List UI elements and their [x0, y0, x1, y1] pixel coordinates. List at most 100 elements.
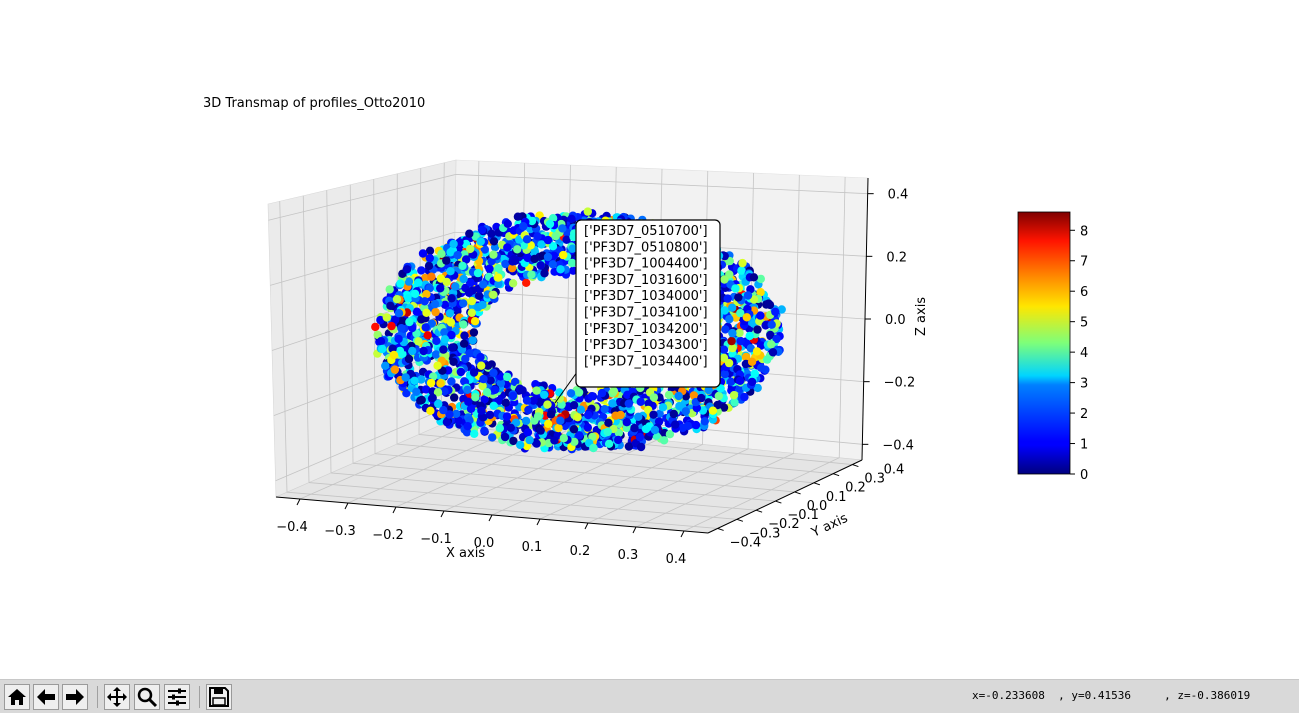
scatter-point: [426, 378, 436, 388]
scatter-point: [719, 403, 729, 412]
scatter-point: [404, 294, 413, 303]
scatter-point: [381, 361, 390, 370]
scatter-point: [756, 288, 765, 297]
scatter-point: [417, 375, 426, 384]
scatter-point: [761, 321, 770, 330]
scatter-point: [506, 423, 515, 432]
scatter-point: [398, 317, 407, 326]
scatter-point: [634, 412, 643, 421]
y-tick-mark: [755, 509, 763, 513]
scatter-point: [669, 409, 678, 419]
scatter-point: [479, 280, 488, 289]
scatter-point: [525, 435, 534, 445]
x-tick-label: −0.2: [372, 528, 404, 543]
scatter-point: [448, 343, 457, 352]
scatter-point: [658, 403, 668, 412]
scatter-point: [728, 343, 737, 353]
scatter-point: [576, 405, 586, 414]
scatter-point: [419, 346, 428, 356]
scatter-point: [417, 266, 426, 275]
scatter-point: [489, 237, 499, 246]
scatter-point: [509, 436, 518, 446]
colorbar-tick-label: 7: [1080, 255, 1088, 270]
scatter-point: [412, 387, 421, 396]
home-button[interactable]: [4, 684, 30, 710]
scatter-point: [555, 394, 564, 403]
scatter-point: [728, 303, 737, 312]
scatter-point: [665, 430, 675, 439]
scatter-point: [446, 248, 455, 257]
scatter-point: [522, 396, 532, 405]
toolbar-separator: [199, 686, 200, 708]
scatter-point: [385, 285, 394, 294]
scatter-point: [531, 380, 540, 389]
scatter-point: [389, 350, 399, 360]
scatter-point: [583, 207, 592, 216]
navigation-toolbar: x=-0.233608 , y=0.41536 , z=-0.386019: [0, 679, 1299, 713]
scatter-point: [503, 219, 512, 228]
scatter-point: [742, 313, 751, 322]
x-tick-label: 0.3: [618, 548, 639, 563]
grid-line-x: [491, 439, 658, 516]
colorbar-tick-label: 8: [1080, 224, 1088, 239]
scatter-point: [767, 340, 776, 349]
back-button[interactable]: [33, 684, 59, 710]
figure-canvas[interactable]: 3D Transmap of profiles_Otto2010 −0.4 −0.…: [0, 0, 1299, 679]
scatter-point: [509, 226, 518, 235]
scatter-point: [382, 313, 391, 322]
scatter-point: [720, 369, 729, 379]
scatter-point: [756, 341, 766, 350]
scatter-point: [503, 372, 512, 382]
scatter-point: [456, 367, 466, 377]
colorbar-tick-label: 3: [1080, 377, 1088, 392]
scatter-point: [616, 410, 625, 420]
scatter-point: [597, 388, 607, 398]
scatter-point: [589, 443, 598, 453]
scatter-point: [467, 308, 476, 317]
scatter-point: [556, 416, 565, 425]
scatter-point: [494, 264, 503, 273]
coord-y: , y=0.41536: [1058, 689, 1131, 702]
scatter-point: [478, 381, 487, 391]
scatter-point: [496, 379, 506, 388]
scatter-point: [424, 261, 434, 271]
save-button[interactable]: [206, 684, 232, 710]
scatter-point: [708, 406, 718, 415]
scatter-point: [734, 293, 743, 302]
scatter-point: [447, 330, 456, 340]
grid-line-x: [587, 448, 749, 524]
scatter-point: [756, 311, 765, 320]
x-tick-mark: [536, 518, 541, 526]
scatter-point: [725, 315, 734, 324]
scatter-point: [483, 361, 493, 370]
scatter-point: [431, 307, 440, 317]
scatter-point: [489, 401, 498, 410]
scatter-point: [454, 416, 463, 425]
pan-button[interactable]: [104, 684, 130, 710]
annotation-line: ['PF3D7_1034000']: [584, 289, 708, 304]
scatter-point: [720, 306, 729, 315]
scatter-point: [388, 344, 397, 353]
scatter-point: [442, 277, 451, 287]
configure-subplots-button[interactable]: [164, 684, 190, 710]
scatter-point: [439, 405, 448, 415]
scatter-point: [548, 260, 557, 269]
x-tick-mark: [344, 502, 349, 510]
scatter-point: [745, 331, 754, 341]
y-tick-label: 0.1: [826, 490, 847, 505]
scatter-point: [746, 344, 755, 353]
scatter-point: [568, 244, 577, 253]
scatter-point: [644, 399, 653, 408]
zoom-button[interactable]: [134, 684, 160, 710]
scatter-point: [691, 420, 701, 430]
forward-button[interactable]: [62, 684, 88, 710]
colorbar-tick-label: 1: [1080, 438, 1088, 453]
scatter-point: [749, 295, 759, 304]
annotation-line: ['PF3D7_0510700']: [584, 224, 708, 239]
coord-x: x=-0.233608: [972, 689, 1045, 702]
scatter-point: [479, 374, 488, 384]
scatter-point: [485, 264, 494, 273]
scatter-point: [373, 330, 382, 340]
x-axis-label: X axis: [446, 546, 485, 561]
scatter-point: [548, 242, 558, 251]
